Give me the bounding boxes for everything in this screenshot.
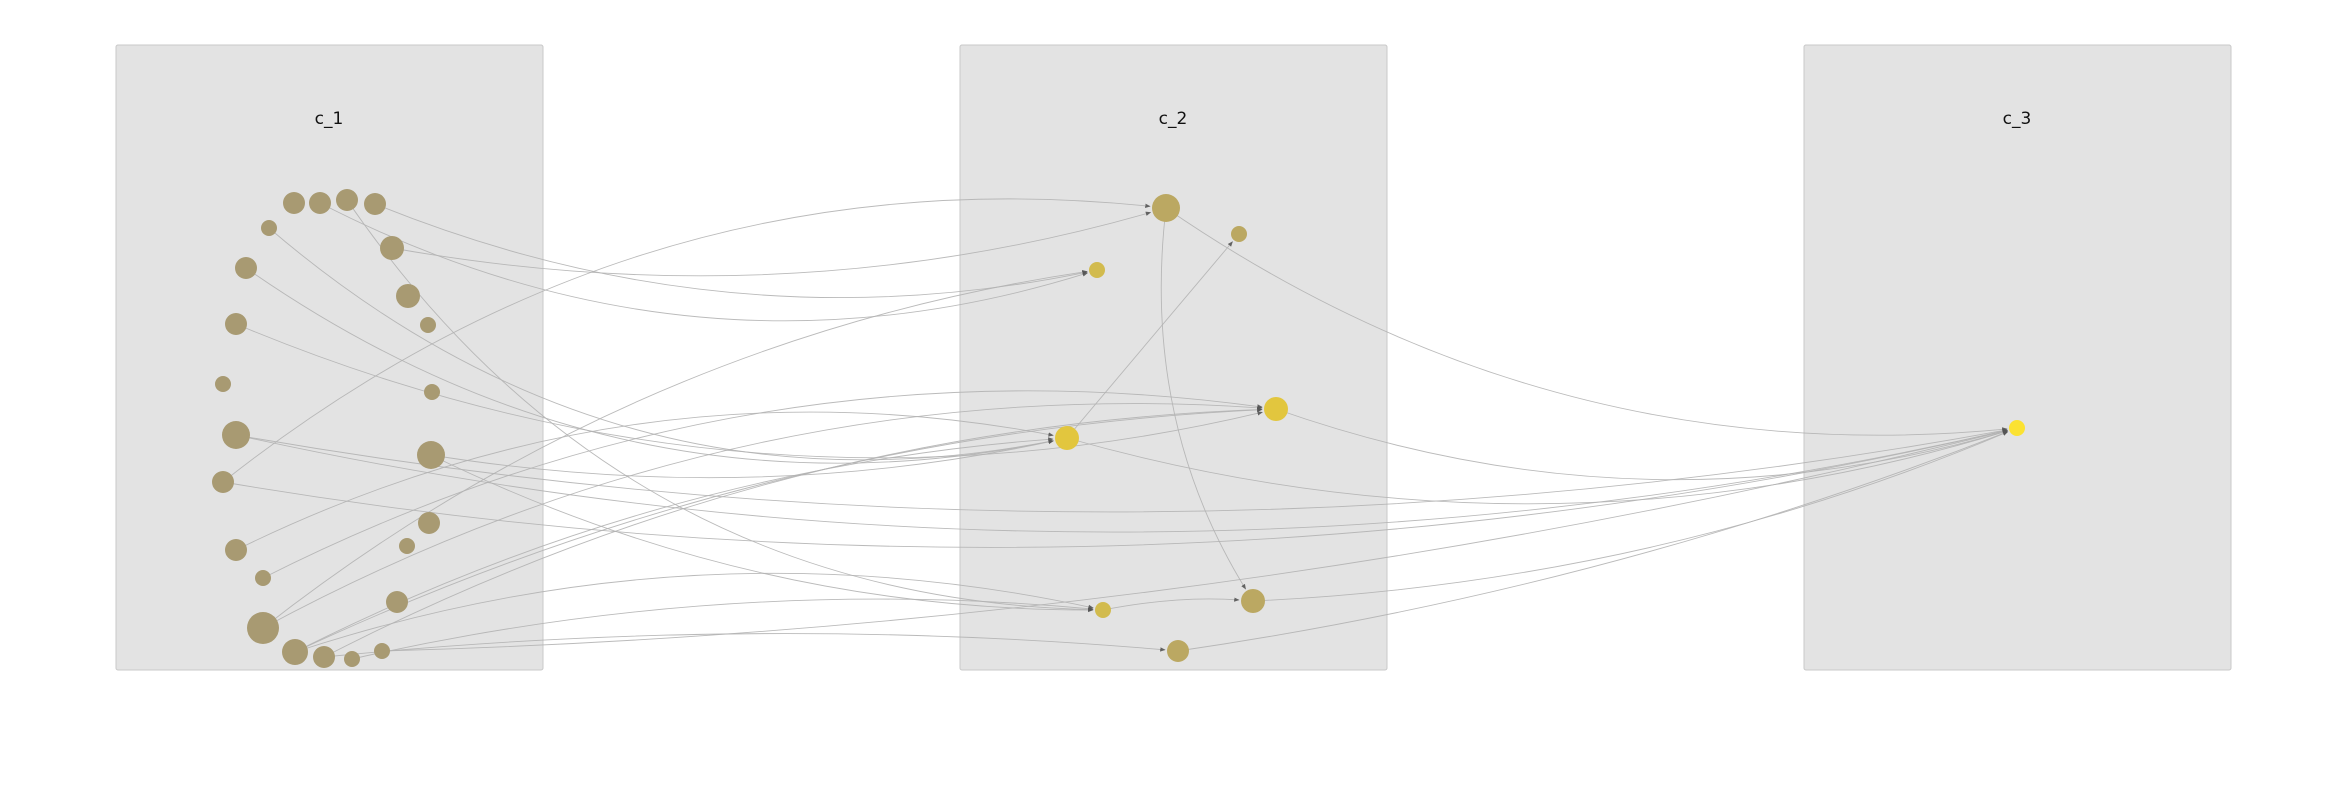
cluster-panel-c1: c_1 [115,44,544,671]
node-a20 [386,591,408,613]
node-b4 [1055,426,1079,450]
edge-a22-b5 [294,407,1263,653]
node-a24 [344,651,360,667]
edge-b8-c1 [1177,431,2009,652]
node-a4 [364,193,386,215]
edge-a23-b8 [323,633,1166,658]
node-a22 [282,639,308,665]
edge-a19-b5 [262,390,1263,579]
edge-b5-c1 [1275,408,2008,481]
cluster-panel-c2: c_2 [959,44,1388,671]
node-b8 [1167,640,1189,662]
node-a9 [225,313,247,335]
node-b3 [1089,262,1105,278]
node-a23 [313,646,335,668]
node-b6 [1095,602,1111,618]
edge-a22-b6 [294,572,1094,653]
cluster-title-c1: c_1 [315,109,344,129]
node-b1 [1152,194,1180,222]
edge-a21-b3 [262,270,1088,629]
node-c1 [2009,420,2025,436]
edge-a23-b5 [323,407,1263,658]
node-a5 [261,220,277,236]
edge-a13-c1 [235,429,2008,533]
edge-a6-b1 [391,211,1152,277]
node-a3 [336,189,358,211]
edge-a13-c1 [235,428,2008,513]
node-a7 [235,257,257,279]
edge-b7-c1 [1252,431,2009,602]
edge-a15-c1 [222,429,2008,548]
node-a10 [420,317,436,333]
nodes [212,189,2025,668]
node-b2 [1231,226,1247,242]
node-b5 [1264,397,1288,421]
edges [222,198,2009,660]
edge-b6-b7 [1102,597,1240,611]
edge-a2-b3 [319,202,1088,322]
edge-a15-b1 [222,198,1151,483]
edge-a14-b4 [430,439,1054,479]
node-a8 [396,284,420,308]
node-a17 [225,539,247,561]
edge-b4-b2 [1066,241,1233,439]
node-a11 [215,376,231,392]
node-a2 [309,192,331,214]
node-a14 [417,441,445,469]
edge-a17-b4 [235,411,1054,551]
node-a16 [418,512,440,534]
node-a25 [374,643,390,659]
edge-a21-b5 [262,403,1263,629]
node-a1 [283,192,305,214]
cluster-title-c3: c_3 [2003,109,2032,129]
node-a21 [247,612,279,644]
edge-b1-b7 [1160,207,1247,590]
edge-b4-c1 [1066,430,2008,505]
edge-a3-b6 [346,199,1094,612]
node-a19 [255,570,271,586]
node-a15 [212,471,234,493]
cluster-panel-c3: c_3 [1803,44,2232,671]
edge-a7-b4 [245,267,1054,464]
cluster-title-c2: c_2 [1159,109,1188,129]
node-a18 [399,538,415,554]
edge-a4-b3 [374,203,1088,299]
node-a12 [424,384,440,400]
edge-a9-b5 [235,323,1263,459]
node-a6 [380,236,404,260]
edge-a14-b6 [430,454,1094,613]
edge-b1-c1 [1165,207,2008,436]
node-b7 [1241,589,1265,613]
node-a13 [222,421,250,449]
edge-a24-b6 [351,598,1094,660]
